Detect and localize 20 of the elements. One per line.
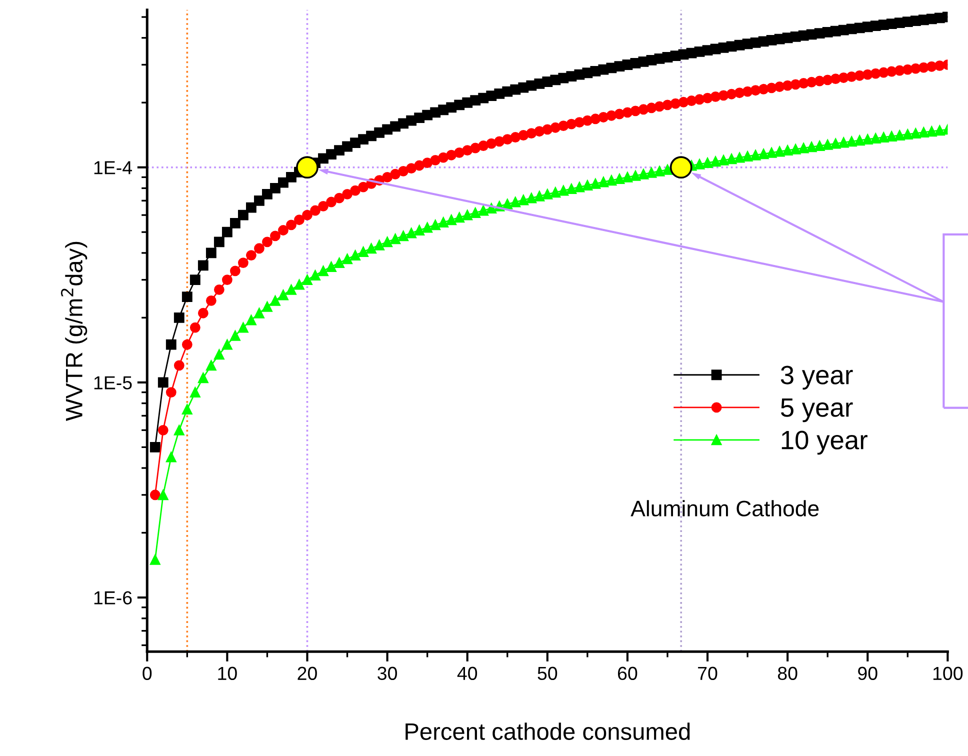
x-tick-label: 70 [698,666,718,680]
x-tick-label: 20 [298,666,317,680]
x-tick-label: 50 [538,666,558,680]
y-axis-title: WVTR (g/m$^{2}$day) [60,242,88,421]
x-tick-label: 100 [933,666,963,680]
x-tick-label: 10 [218,666,237,680]
y-tick-label: 1E-4 [94,161,132,174]
y-tick-label: 1E-6 [94,591,132,604]
x-tick-label: 90 [858,666,878,680]
x-axis-title: Percent cathode consumed [406,722,690,740]
legend-label: 5 year [780,398,853,422]
y-tick-label: 1E-5 [94,376,132,390]
x-tick-label: 30 [378,666,397,680]
x-tick-label: 0 [142,666,152,680]
legend-label: 3 year [780,366,853,390]
x-tick-label: 80 [778,666,798,680]
x-tick-label: 40 [457,666,478,680]
legend-label: 10 year [782,430,868,455]
annotation: Aluminum Cathode [630,500,819,516]
x-tick-label: 60 [618,666,638,680]
